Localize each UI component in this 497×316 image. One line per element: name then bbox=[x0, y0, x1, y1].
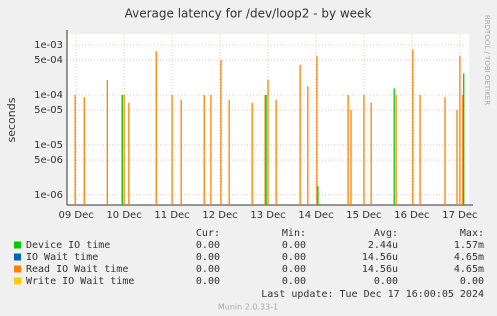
footer: Munin 2.0.33-1 bbox=[218, 303, 278, 312]
last-update: Last update: Tue Dec 17 16:00:05 2024 bbox=[261, 289, 484, 300]
y-tick-label: 1e-04 bbox=[34, 90, 63, 101]
y-tick-label: 1e-06 bbox=[34, 190, 63, 201]
stat-value: 14.56u bbox=[362, 252, 398, 263]
y-tick-label: 5e-06 bbox=[34, 155, 63, 166]
legend-label: Read IO Wait time bbox=[26, 264, 128, 275]
y-tick-label: 5e-05 bbox=[34, 105, 63, 116]
stat-value: 0.00 bbox=[282, 240, 306, 251]
stat-value: 0.00 bbox=[196, 240, 220, 251]
stat-value: 0.00 bbox=[460, 276, 484, 287]
x-tick-label: 15 Dec bbox=[346, 210, 381, 221]
chart-title: Average latency for /dev/loop2 - by week bbox=[125, 7, 372, 21]
x-tick-label: 13 Dec bbox=[250, 210, 285, 221]
x-tick-label: 14 Dec bbox=[298, 210, 333, 221]
stat-value: 0.00 bbox=[196, 276, 220, 287]
y-tick-label: 5e-04 bbox=[34, 55, 63, 66]
y-axis-label: seconds bbox=[5, 97, 18, 142]
stat-value: 0.00 bbox=[282, 252, 306, 263]
x-tick-label: 12 Dec bbox=[202, 210, 237, 221]
legend-swatch bbox=[14, 265, 21, 273]
y-tick-label: 1e-05 bbox=[34, 140, 63, 151]
stat-value: 0.00 bbox=[282, 276, 306, 287]
stat-value: 4.65m bbox=[454, 264, 484, 275]
stat-value: 14.56u bbox=[362, 264, 398, 275]
stats-header: Max: bbox=[460, 228, 484, 239]
legend-label: IO Wait time bbox=[26, 252, 98, 263]
stat-value: 4.65m bbox=[454, 252, 484, 263]
stat-value: 0.00 bbox=[196, 252, 220, 263]
legend-swatch bbox=[14, 253, 21, 261]
legend-label: Device IO time bbox=[26, 240, 110, 251]
x-tick-label: 10 Dec bbox=[106, 210, 141, 221]
stat-value: 0.00 bbox=[282, 264, 306, 275]
stat-value: 0.00 bbox=[196, 264, 220, 275]
stat-value: 1.57m bbox=[454, 240, 484, 251]
legend-swatch bbox=[14, 277, 21, 285]
x-tick-label: 17 Dec bbox=[442, 210, 477, 221]
stat-value: 0.00 bbox=[374, 276, 398, 287]
x-tick-label: 11 Dec bbox=[154, 210, 189, 221]
side-label: RRDTOOL / TOBI OETIKER bbox=[483, 15, 491, 105]
stats-header: Avg: bbox=[374, 228, 398, 239]
stat-value: 2.44u bbox=[368, 240, 398, 251]
stats-header: Min: bbox=[282, 228, 306, 239]
x-tick-label: 09 Dec bbox=[58, 210, 93, 221]
legend-swatch bbox=[14, 241, 21, 249]
y-tick-label: 1e-03 bbox=[34, 40, 63, 51]
x-tick-label: 16 Dec bbox=[394, 210, 429, 221]
stats-header: Cur: bbox=[196, 228, 220, 239]
legend-label: Write IO Wait time bbox=[26, 276, 134, 287]
